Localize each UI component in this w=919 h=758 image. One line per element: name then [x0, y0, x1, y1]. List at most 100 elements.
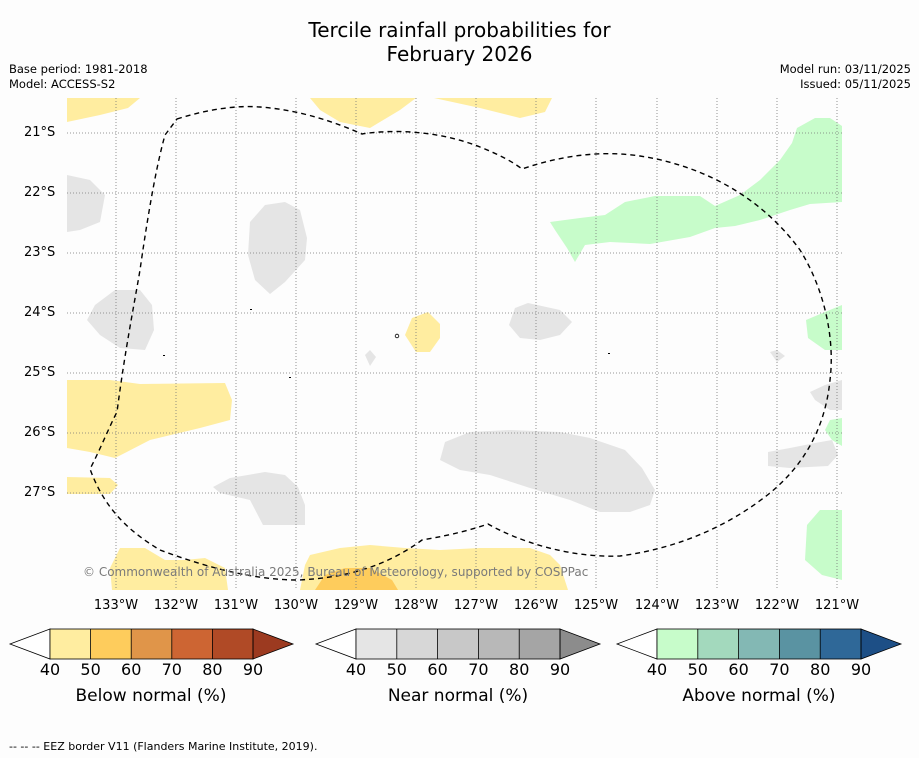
near-normal-areas — [67, 175, 842, 525]
colorbar-tick: 70 — [468, 660, 489, 679]
colorbar-near-bin — [356, 629, 397, 659]
lon-label: 127°W — [453, 598, 499, 613]
model-info: Base period: 1981-2018 Model: ACCESS-S2 — [9, 62, 148, 92]
below-normal-50-area — [315, 568, 398, 590]
near-normal-area — [67, 175, 105, 232]
below-normal-area — [434, 98, 552, 118]
lon-label: 125°W — [573, 598, 619, 613]
near-normal-area — [365, 350, 376, 366]
colorbar-tick: 50 — [687, 660, 708, 679]
below-normal-area — [310, 98, 416, 128]
lat-label: 24°S — [24, 305, 56, 320]
colorbar-tick: 40 — [39, 660, 61, 679]
run-info: Model run: 03/11/2025 Issued: 05/11/2025 — [780, 62, 911, 92]
title-line-2: February 2026 — [386, 42, 533, 66]
colorbar-tick: 90 — [549, 660, 571, 679]
colorbar-below-bin — [50, 629, 91, 659]
colorbar-below-title: Below normal (%) — [75, 686, 227, 706]
above-normal-area — [806, 305, 842, 350]
lon-label: 126°W — [513, 598, 559, 613]
colorbar-tick: 50 — [80, 660, 101, 679]
colorbar-below-arrow-right — [252, 628, 295, 660]
below-normal-area — [110, 548, 228, 590]
colorbar-above-title: Above normal (%) — [682, 686, 836, 706]
near-normal-area — [509, 303, 572, 340]
colorbar-tick: 60 — [427, 660, 448, 679]
colorbar-tick: 70 — [769, 660, 790, 679]
colorbar-near-bin — [478, 629, 520, 659]
colorbar-near — [314, 628, 602, 660]
colorbar-above-bin — [779, 629, 821, 659]
issued-date: Issued: 05/11/2025 — [800, 77, 911, 91]
colorbar-below-bin — [171, 629, 213, 659]
colorbar-tick: 70 — [161, 660, 182, 679]
near-normal-area — [440, 430, 655, 512]
colorbar-below-bin — [90, 629, 132, 659]
lon-label: 128°W — [393, 598, 439, 613]
colorbar-tick: 60 — [121, 660, 142, 679]
colorbar-near-bin — [396, 629, 438, 659]
near-normal-area — [810, 380, 842, 410]
colorbar-near-arrow-left — [314, 628, 357, 660]
lat-label: 27°S — [24, 485, 56, 500]
colorbar-below-arrow-left — [8, 628, 51, 660]
colorbar-near-arrow-right — [559, 628, 602, 660]
colorbar-above-arrow-right — [860, 628, 903, 660]
colorbar-tick: 40 — [345, 660, 367, 679]
model-name: Model: ACCESS-S2 — [9, 77, 116, 91]
near-normal-area — [770, 350, 785, 362]
colorbar-above — [615, 628, 903, 660]
colorbar-tick: 90 — [242, 660, 264, 679]
colorbar-above-arrow-left — [615, 628, 658, 660]
below-normal-area — [405, 312, 440, 352]
lat-label: 21°S — [24, 125, 56, 140]
colorbar-tick: 40 — [646, 660, 668, 679]
above-normal-areas — [550, 118, 842, 580]
eez-border — [89, 105, 832, 581]
colorbar-tick: 60 — [728, 660, 749, 679]
colorbar-tick: 80 — [810, 660, 831, 679]
lon-label: 131°W — [213, 598, 259, 613]
lon-label: 132°W — [153, 598, 199, 613]
lon-label: 130°W — [273, 598, 319, 613]
near-normal-area — [248, 202, 307, 294]
lon-label: 123°W — [694, 598, 740, 613]
below-normal-area — [67, 98, 140, 122]
lat-label: 26°S — [24, 425, 56, 440]
colorbar-tick: 80 — [202, 660, 223, 679]
near-normal-area — [768, 440, 838, 468]
lon-label: 133°W — [93, 598, 139, 613]
lat-label: 22°S — [24, 185, 56, 200]
above-normal-area — [805, 510, 842, 580]
near-normal-area — [213, 472, 305, 525]
map-title: Tercile rainfall probabilities for Febru… — [0, 18, 919, 66]
above-normal-area — [825, 418, 842, 446]
colorbar-tick: 50 — [386, 660, 407, 679]
below-normal-area — [67, 477, 118, 494]
colorbar-below-bin — [212, 629, 253, 659]
colorbar-tick: 80 — [509, 660, 530, 679]
colorbar-tick: 90 — [850, 660, 872, 679]
colorbar-above-bin — [820, 629, 861, 659]
gridlines — [67, 98, 842, 590]
lon-label: 124°W — [634, 598, 680, 613]
lon-label: 122°W — [754, 598, 800, 613]
model-run: Model run: 03/11/2025 — [779, 62, 911, 76]
colorbar-above-bin — [697, 629, 739, 659]
near-normal-area — [87, 290, 154, 350]
copyright-notice: © Commonwealth of Australia 2025, Bureau… — [83, 565, 589, 579]
lat-label: 25°S — [24, 365, 56, 380]
colorbar-above-bin — [738, 629, 780, 659]
above-normal-area — [550, 118, 842, 262]
title-line-1: Tercile rainfall probabilities for — [308, 18, 611, 42]
lat-label: 23°S — [24, 245, 56, 260]
colorbar-near-bin — [437, 629, 479, 659]
below-normal-area — [67, 380, 232, 458]
lon-label: 121°W — [814, 598, 860, 613]
lon-label: 129°W — [333, 598, 379, 613]
eez-legend-note: -- -- -- EEZ border V11 (Flanders Marine… — [9, 740, 318, 753]
colorbar-above-bin — [657, 629, 698, 659]
colorbar-near-title: Near normal (%) — [387, 686, 529, 706]
colorbar-below — [8, 628, 295, 660]
